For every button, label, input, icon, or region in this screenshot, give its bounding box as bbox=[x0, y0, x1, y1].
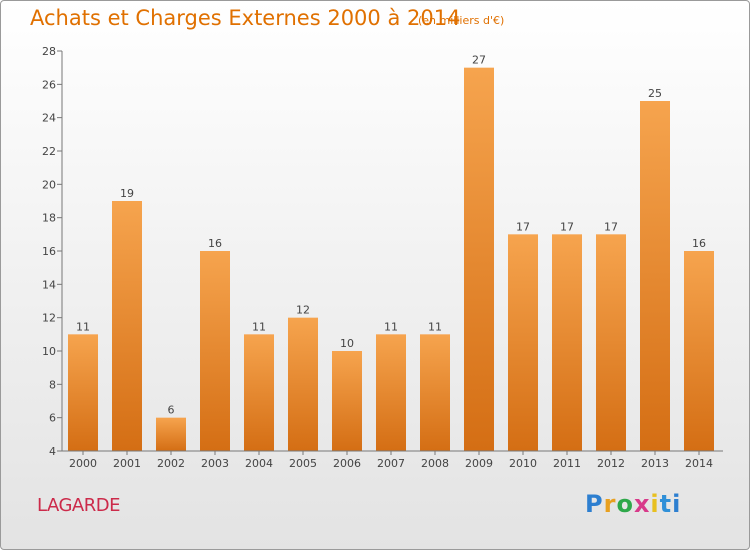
data-label-2007: 11 bbox=[384, 320, 398, 333]
commune-name: LAGARDE bbox=[37, 495, 120, 516]
x-tick-label-2012: 2012 bbox=[597, 457, 625, 470]
y-tick-label: 4 bbox=[49, 445, 56, 458]
x-tick-label-2006: 2006 bbox=[333, 457, 361, 470]
y-tick-label: 18 bbox=[42, 212, 56, 225]
x-tick-label-2008: 2008 bbox=[421, 457, 449, 470]
bar-2000 bbox=[68, 334, 98, 451]
bar-2010 bbox=[508, 234, 538, 451]
x-tick-label-2011: 2011 bbox=[553, 457, 581, 470]
y-tick-label: 24 bbox=[42, 112, 56, 125]
x-tick-label-2009: 2009 bbox=[465, 457, 493, 470]
bar-2009 bbox=[464, 67, 494, 452]
bar-2007 bbox=[376, 334, 406, 451]
data-label-2005: 12 bbox=[296, 304, 310, 317]
y-tick-label: 28 bbox=[42, 45, 56, 58]
logo-letter: P bbox=[585, 490, 604, 518]
x-tick-label-2000: 2000 bbox=[69, 457, 97, 470]
bar-2003 bbox=[200, 251, 230, 451]
logo-letter: o bbox=[616, 490, 634, 518]
logo-letter: r bbox=[603, 490, 617, 518]
data-label-2010: 17 bbox=[516, 220, 530, 233]
logo-letter: x bbox=[633, 490, 651, 518]
bar-2005 bbox=[288, 317, 318, 451]
data-label-2004: 11 bbox=[252, 320, 266, 333]
data-label-2012: 17 bbox=[604, 220, 618, 233]
bar-2012 bbox=[596, 234, 626, 451]
logo-letter: i bbox=[650, 490, 660, 518]
bar-2001 bbox=[112, 201, 142, 451]
bar-2014 bbox=[684, 251, 714, 451]
x-tick-label-2003: 2003 bbox=[201, 457, 229, 470]
data-label-2008: 11 bbox=[428, 320, 442, 333]
bar-2013 bbox=[640, 101, 670, 451]
y-tick-label: 20 bbox=[42, 178, 56, 191]
data-label-2002: 6 bbox=[168, 404, 175, 417]
x-tick-label-2004: 2004 bbox=[245, 457, 273, 470]
bar-2002 bbox=[156, 417, 186, 451]
y-tick-label: 16 bbox=[42, 245, 56, 258]
x-tick-label-2007: 2007 bbox=[377, 457, 405, 470]
bar-2006 bbox=[332, 351, 362, 451]
bar-2011 bbox=[552, 234, 582, 451]
y-tick-label: 12 bbox=[42, 312, 56, 325]
y-tick-label: 22 bbox=[42, 145, 56, 158]
x-tick-label-2010: 2010 bbox=[509, 457, 537, 470]
logo-letter: t bbox=[659, 490, 673, 518]
data-label-2000: 11 bbox=[76, 320, 90, 333]
data-label-2013: 25 bbox=[648, 87, 662, 100]
data-label-2011: 17 bbox=[560, 220, 574, 233]
y-tick-label: 8 bbox=[49, 378, 56, 391]
x-tick-label-2013: 2013 bbox=[641, 457, 669, 470]
y-tick-label: 10 bbox=[42, 345, 56, 358]
x-tick-label-2001: 2001 bbox=[113, 457, 141, 470]
y-tick-label: 26 bbox=[42, 78, 56, 91]
data-label-2009: 27 bbox=[472, 54, 486, 67]
y-tick-label: 6 bbox=[49, 412, 56, 425]
chart-title: Achats et Charges Externes 2000 à 2014 bbox=[30, 6, 461, 30]
proxiti-logo: Proxiti bbox=[585, 490, 681, 518]
chart-subtitle: (en milliers d'€) bbox=[418, 14, 505, 27]
y-tick-label: 14 bbox=[42, 278, 56, 291]
bar-2008 bbox=[420, 334, 450, 451]
data-label-2001: 19 bbox=[120, 187, 134, 200]
x-tick-label-2005: 2005 bbox=[289, 457, 317, 470]
data-label-2003: 16 bbox=[208, 237, 222, 250]
x-tick-label-2002: 2002 bbox=[157, 457, 185, 470]
x-tick-label-2014: 2014 bbox=[685, 457, 713, 470]
bar-2004 bbox=[244, 334, 274, 451]
data-label-2006: 10 bbox=[340, 337, 354, 350]
logo-letter: i bbox=[672, 490, 682, 518]
data-label-2014: 16 bbox=[692, 237, 706, 250]
